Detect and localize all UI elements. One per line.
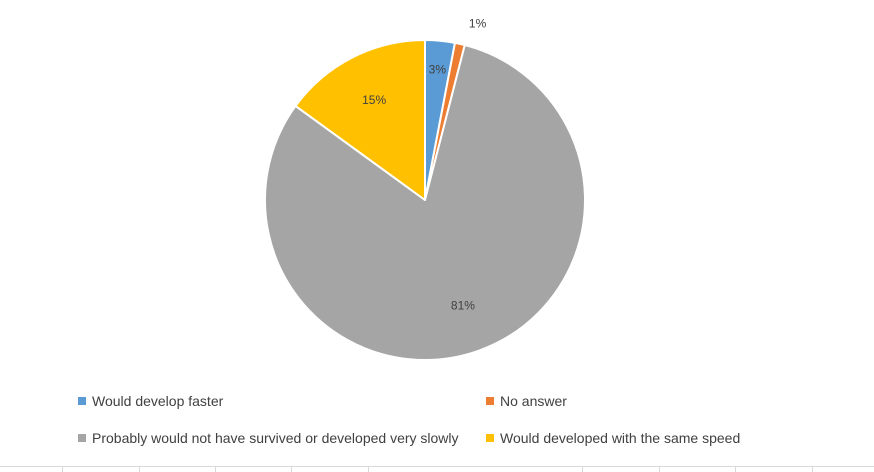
legend-swatch — [78, 434, 86, 442]
data-label-would-develop-faster: 3% — [429, 62, 447, 76]
legend-swatch — [78, 397, 86, 405]
pie-slice-probably-would-not-have-survived-or-developed-very-slowly — [264, 44, 586, 361]
legend-label: Would developed with the same speed — [500, 430, 741, 446]
sheet-grid-tick — [659, 466, 660, 472]
sheet-grid-tick — [735, 466, 736, 472]
data-label-probably-would-not-have-survived-or-developed-very-slowly: 81% — [451, 298, 475, 312]
sheet-grid-tick — [215, 466, 216, 472]
pie-slice-would-developed-with-the-same-speed — [294, 39, 426, 201]
legend-label: Probably would not have survived or deve… — [92, 430, 459, 446]
sheet-grid-tick — [62, 466, 63, 472]
legend-swatch — [486, 434, 494, 442]
data-label-would-developed-with-the-same-speed: 15% — [362, 93, 386, 107]
legend-item-same-speed: Would developed with the same speed — [486, 430, 740, 446]
sheet-grid-tick — [582, 466, 583, 472]
legend-label: No answer — [500, 393, 567, 409]
legend-item-probably-not-survived: Probably would not have survived or deve… — [78, 430, 459, 446]
legend-swatch — [486, 397, 494, 405]
data-label-no-answer: 1% — [469, 17, 487, 31]
sheet-grid-tick — [368, 466, 369, 472]
legend-label: Would develop faster — [92, 393, 224, 409]
sheet-grid-tick — [139, 466, 140, 472]
legend-item-would-develop-faster: Would develop faster — [78, 393, 223, 409]
sheet-gridline — [0, 466, 874, 472]
legend-item-no-answer: No answer — [486, 393, 567, 409]
sheet-grid-tick — [812, 466, 813, 472]
sheet-grid-tick — [291, 466, 292, 472]
